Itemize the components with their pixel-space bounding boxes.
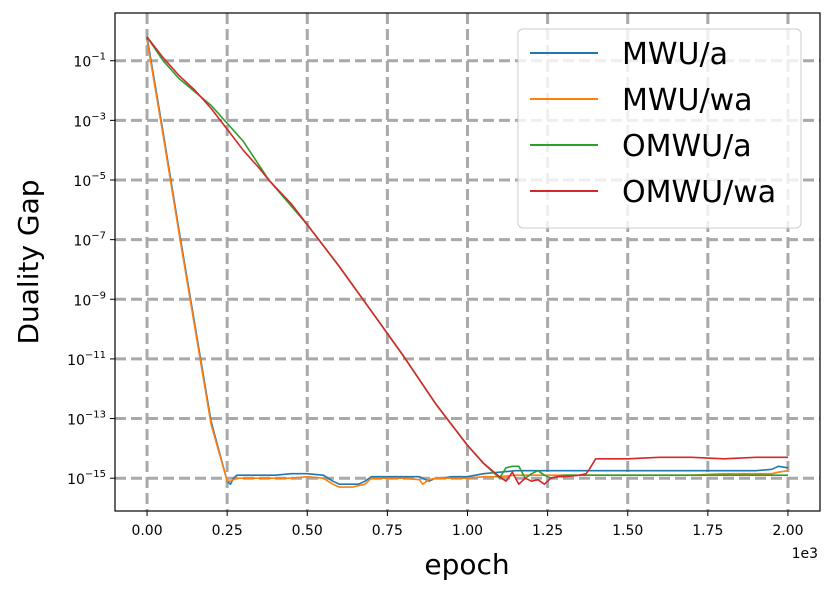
x-axis: 0.00 0.25 0.50 0.75 1.00 1.25 1.50 1.75 2.00 [131,511,804,539]
y-tick-label: 10−13 [67,410,106,429]
y-tick-label: 10−9 [73,290,106,309]
legend: MWU/a MWU/wa OMWU/a OMWU/wa [517,28,802,229]
series-layer [146,36,789,488]
x-tick-label: 1.50 [612,523,643,539]
x-tick-label: 2.00 [772,523,803,539]
x-tick-label: 0.25 [212,523,243,539]
series-line-mwu-a [146,36,789,485]
x-tick-label: 1.25 [532,523,563,539]
x-axis-offset-label: 1e3 [792,546,818,562]
legend-label: OMWU/wa [622,175,776,210]
x-tick-label: 0.50 [292,523,323,539]
legend-label: MWU/a [622,37,728,72]
y-tick-label: 10−1 [73,52,106,71]
legend-label: MWU/wa [622,83,753,118]
x-tick-label: 1.75 [692,523,723,539]
grid [115,13,820,511]
legend-label: OMWU/a [622,129,752,164]
y-axis: 10−15 10−13 10−11 10−9 10−7 10−5 10−3 10−1 [67,52,115,488]
y-tick-label: 10−5 [73,171,106,190]
y-axis-title: Duality Gap [12,179,45,344]
x-tick-label: 1.00 [452,523,483,539]
series-line-omwu-wa [146,36,788,485]
x-axis-title: epoch [424,548,509,581]
legend-frame [517,28,802,229]
x-tick-label: 0.00 [131,523,162,539]
y-tick-label: 10−3 [73,111,106,130]
x-tick-label: 0.75 [372,523,403,539]
y-tick-label: 10−7 [73,231,106,250]
y-tick-label: 10−11 [67,350,106,369]
y-tick-label: 10−15 [67,469,106,488]
